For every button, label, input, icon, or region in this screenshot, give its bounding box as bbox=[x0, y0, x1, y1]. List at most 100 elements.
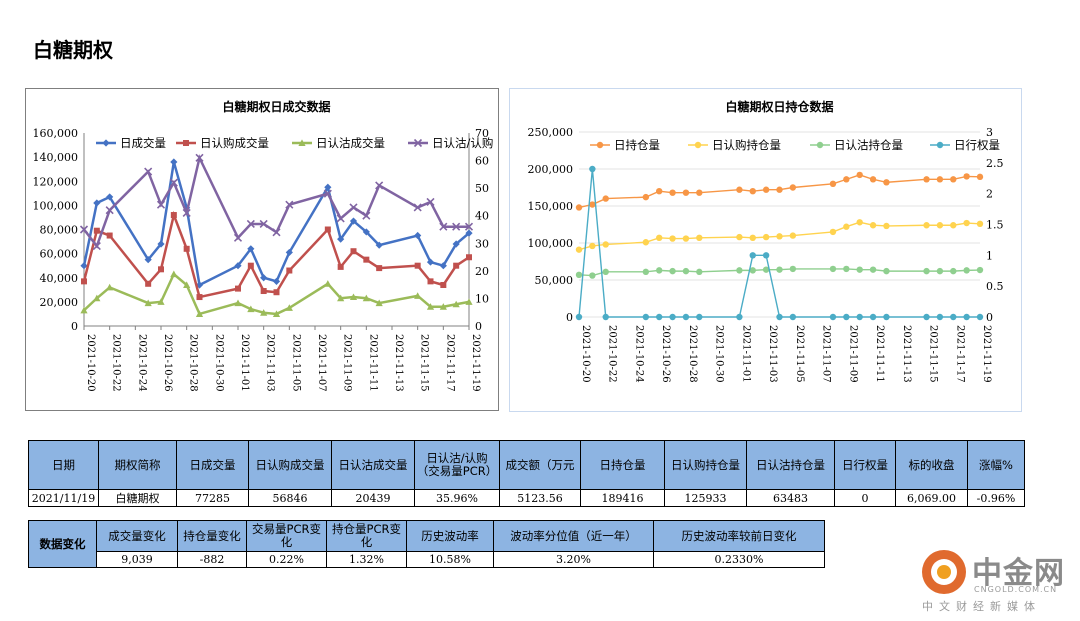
data-point bbox=[642, 239, 650, 246]
section-label: 数据变化 bbox=[28, 520, 97, 568]
table-cell: 10.58% bbox=[406, 551, 494, 568]
legend-item: 日认沽成交量 bbox=[292, 136, 385, 150]
header-cell: 交易量PCR变化 bbox=[246, 520, 327, 552]
legend-label: 日认沽/认购 bbox=[432, 136, 493, 150]
data-point bbox=[195, 281, 204, 289]
series bbox=[575, 171, 984, 211]
table-cell: 125933 bbox=[664, 489, 747, 507]
daily-open-interest-chart-svg: 白糖期权日持仓数据 0 50,000 100,000 150,000 200,000 250… bbox=[528, 99, 1004, 383]
x-tick-label: 2021-10-30 bbox=[714, 325, 725, 383]
y-tick-label: 80,000 bbox=[40, 224, 79, 237]
data-point bbox=[260, 309, 268, 316]
series bbox=[81, 210, 472, 301]
data-point bbox=[923, 176, 930, 183]
header-cell: 历史波动率 bbox=[406, 520, 494, 552]
data-point bbox=[285, 248, 293, 257]
header-cell: 日行权量 bbox=[834, 440, 896, 490]
data-point bbox=[452, 222, 461, 231]
change-row: 9,039 -882 0.22% 1.32% 10.58% 3.20% 0.23… bbox=[29, 551, 825, 568]
data-point bbox=[362, 211, 371, 220]
data-point bbox=[936, 176, 944, 183]
daily-volume-chart-svg: 白糖期权日成交数据 0 20,000 40,000 60,000 80,000 100,00… bbox=[33, 99, 494, 392]
data-point bbox=[324, 280, 332, 287]
data-point bbox=[762, 252, 770, 259]
data-point bbox=[950, 222, 957, 229]
data-point bbox=[323, 189, 332, 198]
data-point bbox=[602, 313, 609, 321]
header-cell: 成交量变化 bbox=[96, 520, 178, 552]
data-point bbox=[413, 138, 423, 148]
data-point bbox=[195, 153, 204, 162]
header-cell: 持仓量变化 bbox=[177, 520, 247, 552]
data-point bbox=[762, 233, 770, 241]
data-point bbox=[589, 165, 596, 173]
data-point bbox=[696, 268, 703, 276]
data-point bbox=[883, 313, 890, 321]
data-point bbox=[337, 263, 344, 270]
data-point bbox=[856, 313, 863, 321]
data-point bbox=[169, 178, 178, 187]
data-point bbox=[749, 252, 756, 259]
y2-tick-label: 70 bbox=[475, 127, 489, 140]
data-point bbox=[950, 267, 957, 275]
header-cell: 持仓量PCR变化 bbox=[326, 520, 407, 552]
data-point bbox=[829, 180, 837, 187]
data-point bbox=[260, 288, 267, 295]
y2-tick-label: 60 bbox=[475, 155, 489, 168]
x-tick-label: 2021-11-03 bbox=[265, 334, 276, 392]
header-cell: 日认沽成交量 bbox=[331, 440, 415, 490]
data-point bbox=[829, 265, 837, 273]
y-tick-label: 140,000 bbox=[33, 151, 79, 164]
table-cell: 2021/11/19 bbox=[28, 489, 99, 507]
x-tick-label: 2021-10-24 bbox=[633, 325, 644, 383]
data-point bbox=[427, 278, 434, 285]
data-point bbox=[363, 256, 370, 263]
data-point bbox=[589, 201, 596, 208]
data-point bbox=[694, 141, 702, 149]
data-point bbox=[869, 176, 877, 183]
data-point bbox=[452, 240, 460, 248]
header-cell: 期权简称 bbox=[98, 440, 177, 490]
data-point bbox=[762, 186, 770, 193]
data-point bbox=[736, 233, 743, 241]
data-point bbox=[923, 267, 930, 275]
data-point bbox=[298, 139, 306, 146]
y-tick-label: 250,000 bbox=[528, 126, 574, 139]
data-point bbox=[233, 233, 243, 242]
logo-tagline: 中文财经新媒体 bbox=[922, 600, 1041, 613]
data-point bbox=[337, 235, 345, 243]
data-point bbox=[93, 199, 101, 207]
x-tick-label: 2021-11-01 bbox=[740, 325, 751, 383]
table-row: 2021/11/19 白糖期权 77285 56846 20439 35.96%… bbox=[28, 489, 1025, 507]
cngold-logo: 中金网 CNGOLD.COM.CN 中文财经新媒体 bbox=[922, 548, 1072, 613]
y-tick-label: 40,000 bbox=[40, 272, 79, 285]
data-point bbox=[789, 184, 797, 191]
data-point bbox=[106, 232, 113, 239]
data-point bbox=[883, 179, 890, 186]
x-tick-label: 2021-11-17 bbox=[444, 334, 455, 392]
header-cell: 日认沽/认购（交易量PCR） bbox=[414, 440, 500, 490]
y-tick-label: 60,000 bbox=[40, 248, 79, 261]
y2-tick-label: 1.5 bbox=[986, 219, 1004, 232]
data-point bbox=[183, 140, 189, 146]
data-point bbox=[350, 248, 357, 255]
data-point bbox=[736, 186, 743, 193]
table-cell: 3.20% bbox=[493, 551, 654, 568]
data-point bbox=[196, 294, 203, 301]
data-point bbox=[105, 206, 114, 215]
header-cell: 日成交量 bbox=[176, 440, 249, 490]
y2-tick-label: 2 bbox=[986, 188, 993, 201]
data-point bbox=[79, 225, 89, 234]
data-point bbox=[144, 299, 152, 307]
x-tick-label: 2021-11-01 bbox=[239, 334, 250, 392]
x-tick-label: 2021-11-13 bbox=[901, 325, 912, 383]
data-point bbox=[883, 267, 890, 275]
data-point bbox=[440, 281, 447, 288]
header-cell: 成交额（万元 bbox=[499, 440, 581, 490]
y2-tick-label: 0 bbox=[475, 320, 482, 333]
x-tick-label: 2021-10-26 bbox=[162, 334, 173, 392]
data-point bbox=[106, 283, 114, 291]
data-point bbox=[414, 231, 422, 240]
data-point bbox=[776, 266, 783, 273]
series bbox=[575, 265, 984, 279]
